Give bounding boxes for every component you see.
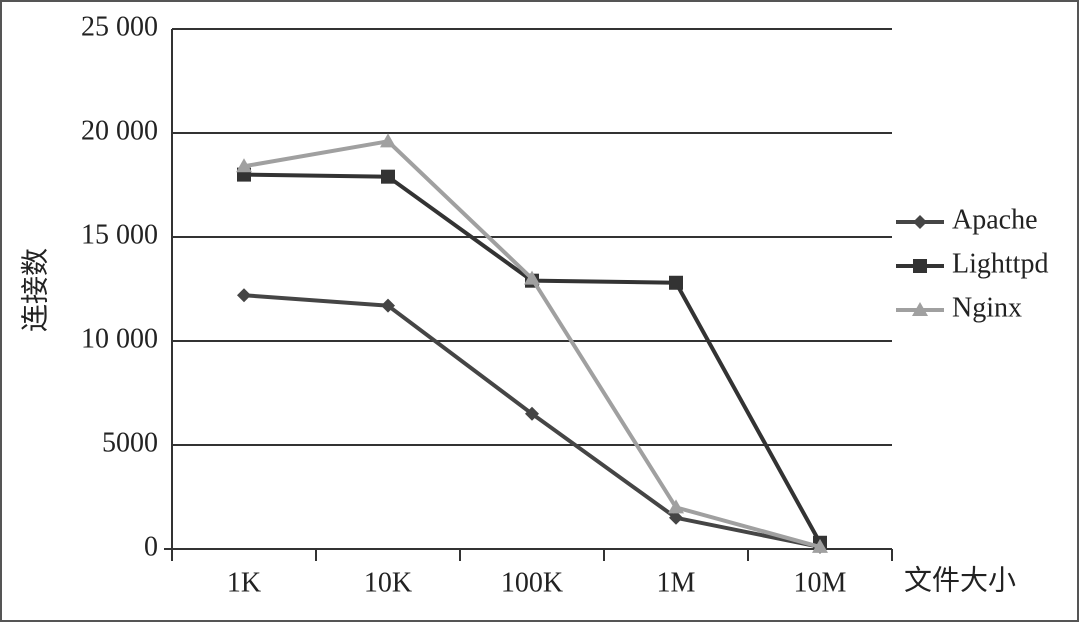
point [669,275,683,290]
y-tick-label: 0 [144,531,158,562]
point [381,169,395,184]
point [381,298,395,313]
point [668,499,684,514]
legend-marker [913,259,927,273]
legend-marker [912,302,928,316]
x-tick-label: 1K [227,567,261,598]
y-tick-label: 10 000 [81,323,158,354]
point [812,538,828,553]
x-tick-label: 10M [794,567,847,598]
point [380,133,396,148]
point [525,406,539,421]
point [669,510,683,525]
x-tick-label: 10K [364,567,412,598]
x-tick-label: 1M [657,567,696,598]
x-tick-label: 100K [501,567,563,598]
legend-label: Nginx [952,292,1022,323]
y-tick-label: 5000 [102,427,158,458]
x-axis-title: 文件大小 [904,564,1016,596]
point [237,288,251,303]
y-axis-title: 连接数 [19,248,51,332]
legend-marker [913,215,927,229]
y-tick-label: 25 000 [81,11,158,42]
y-tick-label: 20 000 [81,115,158,146]
point [236,158,252,173]
legend-label: Apache [952,204,1038,235]
point [524,270,540,285]
legend-label: Lighttpd [952,248,1048,279]
y-tick-label: 15 000 [81,219,158,250]
